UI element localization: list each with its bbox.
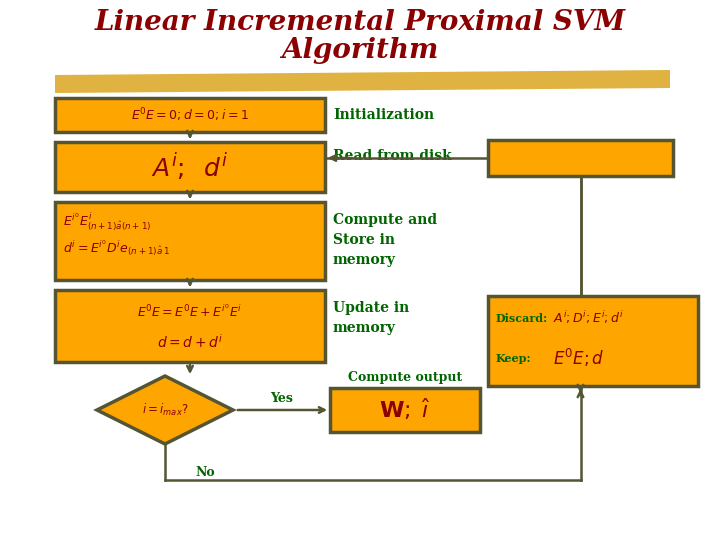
FancyBboxPatch shape	[55, 142, 325, 192]
Text: No: No	[195, 465, 215, 478]
Text: $d = d + d^i$: $d = d + d^i$	[157, 333, 223, 351]
Text: Compute output: Compute output	[348, 372, 462, 384]
FancyBboxPatch shape	[330, 388, 480, 432]
Text: Read from disk: Read from disk	[333, 149, 451, 163]
Text: Discard:: Discard:	[496, 313, 548, 323]
Text: Update in: Update in	[333, 301, 409, 315]
Text: $i = i_{max}?$: $i = i_{max}?$	[142, 402, 189, 418]
Text: $d^i = E^{i^0}D^ie_{(n+1)\hat{a}\;1}$: $d^i = E^{i^0}D^ie_{(n+1)\hat{a}\;1}$	[63, 239, 171, 259]
Polygon shape	[97, 376, 233, 444]
Text: Initialization: Initialization	[333, 108, 434, 122]
Text: $A^i; D^i; E^i; d^i$: $A^i; D^i; E^i; d^i$	[553, 309, 624, 327]
FancyBboxPatch shape	[55, 202, 325, 280]
Text: $\mathbf{W};\;\hat{\imath}$: $\mathbf{W};\;\hat{\imath}$	[379, 397, 431, 423]
FancyBboxPatch shape	[488, 296, 698, 386]
Text: Yes: Yes	[270, 392, 293, 404]
Text: $E^0E; d$: $E^0E; d$	[553, 347, 605, 369]
Text: $E^0E = E^0E + E^{i^0}E^i$: $E^0E = E^0E + E^{i^0}E^i$	[138, 303, 243, 320]
Text: $A^i;\;\;d^i$: $A^i;\;\;d^i$	[151, 151, 228, 183]
FancyBboxPatch shape	[488, 140, 673, 176]
Text: memory: memory	[333, 321, 396, 335]
Text: $E^{i^0}E^i_{(n+1)\hat{a}(n+1)}$: $E^{i^0}E^i_{(n+1)\hat{a}(n+1)}$	[63, 211, 151, 233]
Polygon shape	[55, 70, 670, 93]
Text: Keep:: Keep:	[496, 353, 531, 363]
Text: Algorithm: Algorithm	[282, 37, 438, 64]
Text: memory: memory	[333, 253, 396, 267]
Text: Compute and: Compute and	[333, 213, 437, 227]
FancyBboxPatch shape	[55, 290, 325, 362]
Text: Linear Incremental Proximal SVM: Linear Incremental Proximal SVM	[94, 9, 626, 36]
Text: Store in: Store in	[333, 233, 395, 247]
Text: $E^0E = 0; d = 0; i = 1$: $E^0E = 0; d = 0; i = 1$	[131, 106, 249, 124]
FancyBboxPatch shape	[55, 98, 325, 132]
